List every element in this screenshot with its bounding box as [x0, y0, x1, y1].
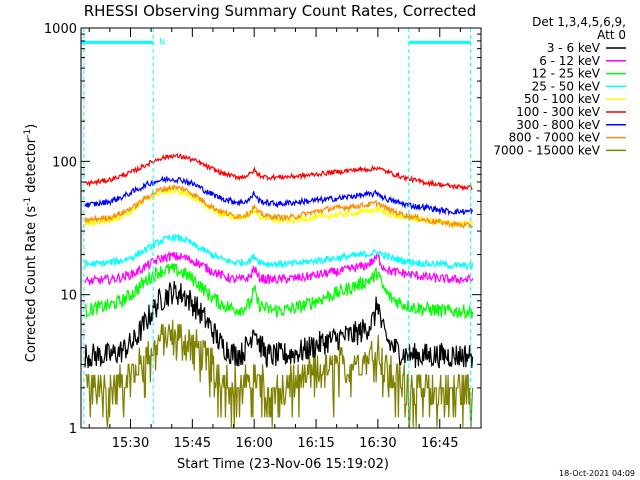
y-tick-label: 10 — [60, 289, 77, 304]
chart-title: RHESSI Observing Summary Count Rates, Co… — [84, 2, 477, 20]
series-line-3-6-kev — [84, 281, 474, 369]
axes-frame — [80, 27, 482, 429]
series-layer — [84, 153, 474, 428]
legend-label: 50 - 100 keV — [524, 92, 601, 106]
series-line-12-25-kev — [84, 263, 474, 320]
y-tick-label: 1 — [69, 422, 77, 437]
y-axis-label: Corrected Count Rate (s-1 detector-1) — [23, 124, 39, 362]
legend-label: 7000 - 15000 keV — [493, 143, 600, 157]
x-tick-label: 15:30 — [112, 436, 149, 451]
legend-label: 25 - 50 keV — [532, 79, 601, 93]
y-tick-label: 1000 — [44, 22, 77, 37]
series-line-25-50-kev — [84, 233, 474, 271]
x-tick-label: 16:15 — [297, 436, 334, 451]
legend-label: 12 - 25 keV — [532, 67, 601, 81]
y-tick-label: 100 — [52, 155, 77, 170]
generated-timestamp: 18-Oct-2021 04:09 — [559, 469, 635, 478]
x-tick-label: 16:00 — [235, 436, 272, 451]
legend-label: 300 - 800 keV — [516, 118, 600, 132]
plot-area — [81, 28, 481, 428]
legend-header-line-2: Att 0 — [597, 28, 626, 42]
legend-label: 800 - 7000 keV — [509, 131, 601, 145]
x-tick-label: 16:45 — [421, 436, 458, 451]
series-line-100-300-kev — [84, 153, 473, 192]
x-axis-label: Start Time (23-Nov-06 15:19:02) — [177, 457, 389, 472]
tick-labels: 1 10 100 1000 15:30 15:45 16:00 16:15 16:30 16:45 — [44, 22, 459, 451]
plot-background — [81, 28, 481, 428]
axes — [80, 27, 482, 429]
series-line-800-7000-kev — [84, 184, 474, 229]
x-tick-label: 15:45 — [174, 436, 211, 451]
legend-label: 100 - 300 keV — [516, 105, 600, 119]
night-marks: N — [81, 28, 472, 428]
series-line-300-800-kev — [84, 175, 474, 217]
x-tick-label: 16:30 — [359, 436, 396, 451]
series-line-7000-15000-kev — [85, 319, 474, 428]
legend-header-line-1: Det 1,3,4,5,6,9, — [532, 15, 626, 29]
legend-label: 3 - 6 keV — [547, 41, 601, 55]
flag-label: N — [159, 37, 165, 46]
series-line-6-12-kev — [84, 250, 474, 286]
legend-label: 6 - 12 keV — [539, 54, 601, 68]
